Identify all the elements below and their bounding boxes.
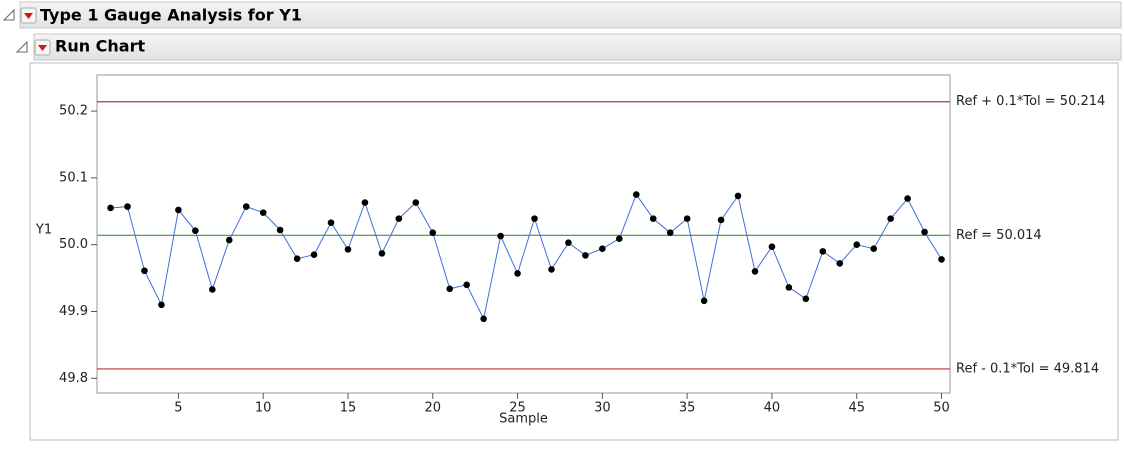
data-point — [175, 206, 182, 214]
menu-icon — [38, 45, 47, 51]
data-point — [429, 229, 437, 236]
data-point — [158, 301, 165, 309]
data-point — [463, 281, 470, 289]
data-point — [548, 266, 555, 273]
data-point — [666, 229, 674, 236]
plot-area — [96, 74, 951, 394]
data-point — [768, 243, 776, 250]
outline-bar — [19, 1, 1122, 29]
data-point — [582, 252, 589, 259]
data-point — [107, 204, 114, 212]
data-point — [344, 246, 352, 253]
data-point — [310, 251, 318, 259]
data-point — [276, 226, 284, 234]
reference-label: Ref = 50.014 — [956, 228, 1042, 243]
data-point — [395, 215, 403, 222]
data-point — [802, 295, 810, 303]
menu-icon — [24, 13, 33, 19]
data-point — [599, 245, 606, 252]
x-tick-label: 50 — [933, 401, 950, 416]
x-tick-label: 25 — [509, 401, 526, 416]
data-point — [649, 215, 657, 222]
disclosure-icon[interactable] — [15, 40, 28, 53]
y-tick-label: 50.0 — [59, 237, 88, 252]
y-tick-label: 50.1 — [59, 170, 88, 185]
data-point — [785, 284, 793, 291]
data-point — [819, 248, 827, 255]
x-axis-label: Sample — [499, 412, 548, 427]
x-tick-label: 20 — [424, 401, 441, 416]
x-tick-label: 10 — [255, 401, 272, 416]
outline-title: Type 1 Gauge Analysis for Y1 — [40, 6, 302, 25]
x-tick-label: 30 — [594, 401, 611, 416]
data-point — [141, 267, 148, 275]
x-tick-label: 35 — [679, 401, 696, 416]
x-tick-label: 5 — [174, 401, 182, 416]
data-point — [734, 192, 742, 200]
data-point — [921, 228, 928, 236]
data-point — [361, 199, 369, 206]
data-point — [870, 245, 877, 252]
data-point — [887, 215, 894, 222]
x-tick-label: 15 — [340, 401, 357, 416]
data-point — [632, 191, 640, 198]
data-point — [751, 268, 759, 275]
section-bar — [33, 33, 1122, 61]
reference-label: Ref - 0.1*Tol = 49.814 — [956, 361, 1099, 376]
x-tick-label: 45 — [848, 401, 865, 416]
data-point — [616, 235, 623, 242]
data-point — [853, 241, 861, 248]
data-point — [683, 215, 691, 222]
data-point — [938, 256, 945, 263]
data-point — [225, 236, 233, 244]
disclosure-icon[interactable] — [2, 8, 15, 21]
data-point — [192, 227, 199, 234]
section-title: Run Chart — [55, 37, 145, 56]
data-point — [446, 285, 454, 293]
data-point — [531, 215, 538, 222]
data-point — [259, 209, 267, 216]
data-point — [124, 203, 131, 210]
data-point — [497, 232, 504, 240]
data-point — [209, 286, 216, 293]
data-point — [904, 195, 911, 202]
y-tick-label: 49.8 — [59, 371, 88, 386]
y-tick-label: 49.9 — [59, 304, 88, 319]
data-point — [565, 239, 572, 246]
y-axis-label: Y1 — [35, 223, 52, 238]
data-point — [412, 199, 420, 206]
data-point — [378, 250, 386, 257]
data-point — [293, 255, 301, 263]
data-point — [480, 315, 487, 323]
reference-label: Ref + 0.1*Tol = 50.214 — [956, 94, 1105, 109]
x-tick-label: 40 — [764, 401, 781, 416]
data-point — [514, 270, 521, 277]
data-point — [836, 260, 844, 267]
data-point — [700, 297, 708, 305]
data-point — [717, 216, 725, 224]
data-point — [327, 219, 335, 226]
data-point — [242, 203, 250, 210]
y-tick-label: 50.2 — [59, 104, 88, 119]
